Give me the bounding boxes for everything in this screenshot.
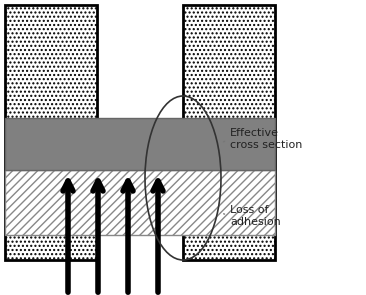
Bar (5, 118, 275, 170)
Bar (5, 5, 97, 260)
Text: Loss of
adhesion: Loss of adhesion (224, 205, 281, 227)
Text: Effective
cross section: Effective cross section (224, 128, 302, 150)
Bar (183, 5, 275, 260)
Bar (5, 170, 275, 235)
